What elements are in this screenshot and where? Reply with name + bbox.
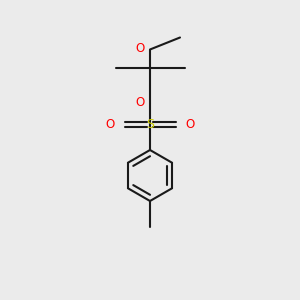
Text: O: O xyxy=(135,41,144,55)
Text: O: O xyxy=(185,118,194,131)
Text: O: O xyxy=(106,118,115,131)
Text: O: O xyxy=(135,95,144,109)
Text: S: S xyxy=(146,118,154,131)
